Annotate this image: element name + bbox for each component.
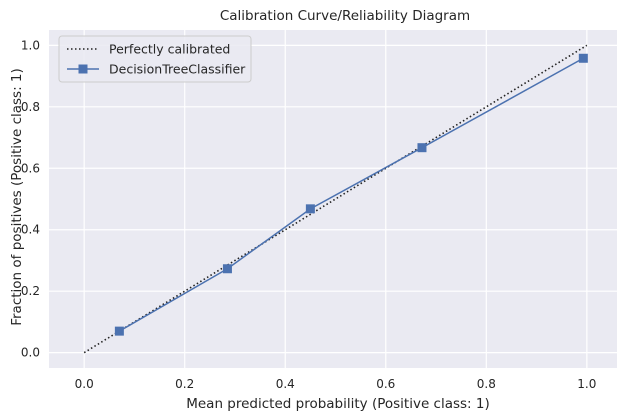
y-tick-label: 0.6 xyxy=(21,161,40,175)
y-axis-label: Fraction of positives (Positive class: 1… xyxy=(9,68,25,326)
data-point-marker xyxy=(222,264,232,274)
data-point-marker xyxy=(114,326,124,336)
x-tick-label: 0.4 xyxy=(276,377,295,391)
data-point-marker xyxy=(417,143,427,153)
legend-box xyxy=(58,35,252,83)
y-tick-label: 1.0 xyxy=(21,38,40,52)
grid xyxy=(49,30,617,368)
y-tick-labels: 0.0 0.2 0.4 0.6 0.8 1.0 xyxy=(21,38,40,359)
data-point-marker xyxy=(305,204,315,214)
y-tick-label: 0.4 xyxy=(21,223,40,237)
plot-area xyxy=(49,30,617,368)
legend-label: DecisionTreeClassifier xyxy=(109,62,246,77)
y-tick-label: 0.8 xyxy=(21,100,40,114)
x-tick-label: 0.0 xyxy=(75,377,94,391)
x-tick-label: 1.0 xyxy=(577,377,596,391)
x-tick-label: 0.8 xyxy=(477,377,496,391)
legend-label: Perfectly calibrated xyxy=(109,42,230,57)
data-point-marker xyxy=(578,53,588,63)
legend: Perfectly calibrated DecisionTreeClassifi… xyxy=(58,35,252,83)
x-tick-labels: 0.0 0.2 0.4 0.6 0.8 1.0 xyxy=(75,377,597,391)
x-tick-label: 0.2 xyxy=(175,377,194,391)
x-tick-label: 0.6 xyxy=(376,377,395,391)
y-tick-label: 0.0 xyxy=(21,346,40,360)
chart-title: Calibration Curve/Reliability Diagram xyxy=(220,8,470,24)
series-layer xyxy=(83,44,588,354)
x-axis-label: Mean predicted probability (Positive cla… xyxy=(186,396,490,412)
y-tick-label: 0.2 xyxy=(21,284,40,298)
legend-swatch-marker xyxy=(78,64,88,74)
